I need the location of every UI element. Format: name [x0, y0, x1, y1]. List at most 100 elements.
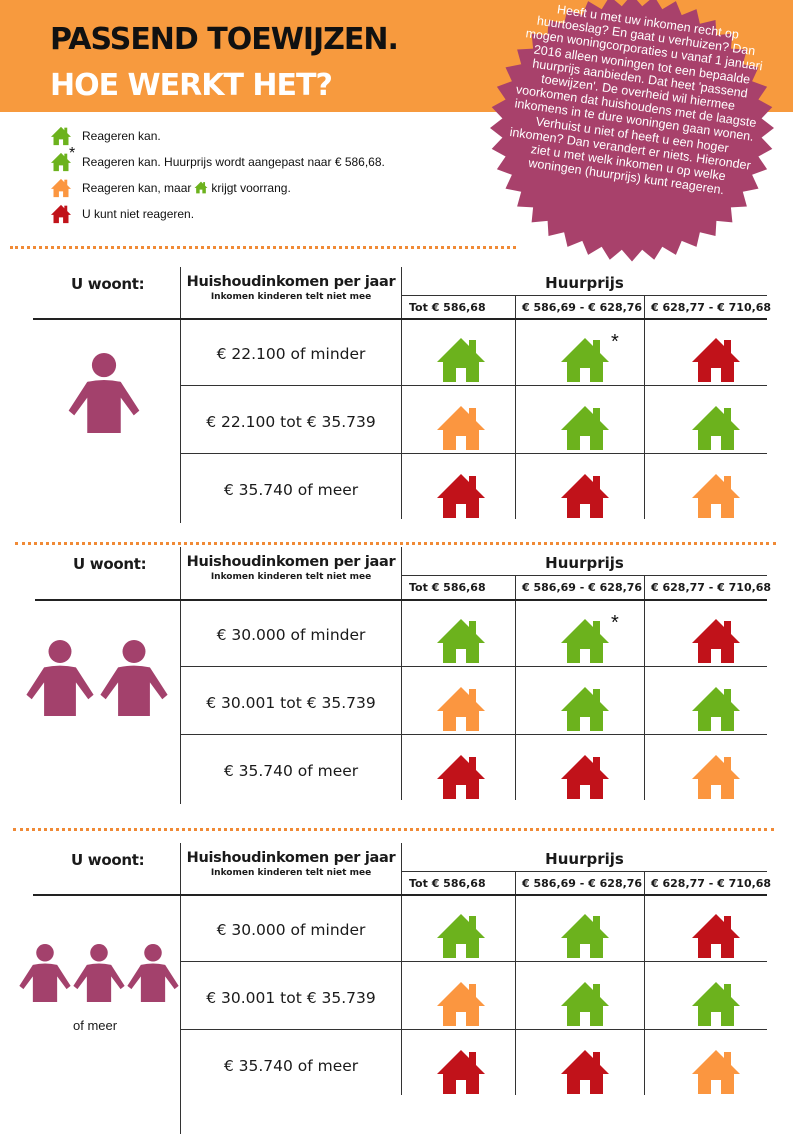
green-house-icon [559, 980, 611, 1028]
table-vertical-line [515, 295, 516, 519]
person-icon [18, 944, 72, 1007]
legend-label: U kunt niet reageren. [82, 207, 195, 221]
income-header-note: Inkomen kinderen telt niet mee [210, 572, 372, 582]
green-house-icon [435, 336, 487, 384]
orange-house-icon [690, 1048, 742, 1096]
table-vertical-line [644, 295, 645, 519]
green-house-icon [435, 912, 487, 960]
legend-item: * Reageren kan. Huurprijs wordt aangepas… [50, 145, 385, 172]
intro-text: Heeft u met uw inkomen recht op huurtoes… [508, 2, 764, 198]
dotted-divider [15, 542, 776, 545]
red-house-icon [435, 1048, 487, 1096]
income-range: € 35.740 of meer [223, 762, 359, 780]
orange-house-icon [435, 404, 487, 452]
u-woont-header: U woont: [71, 851, 145, 869]
row-divider [180, 1029, 767, 1030]
rent-column-header: € 628,77 - € 710,68 [651, 581, 772, 594]
person-icon [72, 944, 126, 1007]
red-house-icon [50, 204, 72, 224]
red-house-icon [559, 753, 611, 801]
red-house-icon [435, 472, 487, 520]
income-range: € 35.740 of meer [223, 481, 359, 499]
page-title: PASSEND TOEWIJZEN. [50, 22, 399, 57]
rent-header: Huurprijs [545, 274, 624, 292]
table-vertical-line [180, 547, 181, 804]
table-vertical-line [180, 267, 181, 523]
star-mark: * [611, 612, 619, 634]
table-vertical-line [180, 843, 181, 1134]
header-bottom-line [35, 599, 767, 601]
rent-column-header: Tot € 586,68 [409, 301, 486, 314]
green-house-icon [50, 126, 72, 146]
orange-house-icon [690, 472, 742, 520]
income-header-title: Huishoudinkomen per jaar [186, 274, 396, 290]
orange-house-icon [435, 685, 487, 733]
legend-label: Reageren kan, maar krijgt voorrang. [82, 181, 291, 195]
income-range: € 30.001 tot € 35.739 [206, 989, 376, 1007]
rent-column-header: Tot € 586,68 [409, 877, 486, 890]
rent-column-header: Tot € 586,68 [409, 581, 486, 594]
income-header-note: Inkomen kinderen telt niet mee [210, 292, 372, 302]
orange-house-icon [50, 178, 72, 198]
rent-header: Huurprijs [545, 554, 624, 572]
legend-label: Reageren kan. Huurprijs wordt aangepast … [82, 155, 385, 169]
red-house-icon [690, 617, 742, 665]
green-house-icon [690, 685, 742, 733]
u-woont-header: U woont: [71, 275, 145, 293]
rent-header: Huurprijs [545, 850, 624, 868]
person-icon [66, 353, 142, 438]
green-house-star-icon [559, 336, 611, 384]
green-house-icon [690, 404, 742, 452]
legend-item: U kunt niet reageren. [50, 204, 194, 224]
income-header-title: Huishoudinkomen per jaar [186, 554, 396, 570]
table-vertical-line [401, 267, 402, 519]
red-house-icon [559, 472, 611, 520]
star-mark: * [611, 331, 619, 353]
table-vertical-line [644, 575, 645, 800]
income-header: Huishoudinkomen per jaar Inkomen kinderen… [182, 274, 400, 302]
legend-label: Reageren kan. [82, 129, 161, 143]
rent-column-header: € 586,69 - € 628,76 [522, 581, 643, 594]
star-mark: * [69, 145, 76, 162]
orange-house-icon [690, 753, 742, 801]
green-house-star-icon [559, 617, 611, 665]
person-icon [126, 944, 180, 1007]
row-divider [180, 734, 767, 735]
income-header: Huishoudinkomen per jaar Inkomen kinderen… [182, 850, 400, 878]
rent-subheader-line [401, 575, 767, 576]
legend-item: Reageren kan. [50, 126, 161, 146]
red-house-icon [690, 336, 742, 384]
green-house-star-icon: * [50, 145, 75, 172]
green-house-icon [435, 617, 487, 665]
red-house-icon [690, 912, 742, 960]
red-house-icon [559, 1048, 611, 1096]
dotted-divider [13, 828, 774, 831]
u-woont-header: U woont: [73, 555, 147, 573]
income-range: € 35.740 of meer [223, 1057, 359, 1075]
rent-column-header: € 628,77 - € 710,68 [651, 877, 772, 890]
header-bottom-line [33, 894, 767, 896]
green-house-icon [194, 181, 208, 194]
legend-item: Reageren kan, maar krijgt voorrang. [50, 178, 291, 198]
rent-subheader-line [401, 871, 767, 872]
income-header-note: Inkomen kinderen telt niet mee [210, 868, 372, 878]
dotted-divider [10, 246, 516, 249]
table-vertical-line [401, 547, 402, 800]
rent-column-header: € 628,77 - € 710,68 [651, 301, 772, 314]
income-range: € 22.100 tot € 35.739 [206, 413, 376, 431]
income-header-title: Huishoudinkomen per jaar [186, 850, 396, 866]
red-house-icon [435, 753, 487, 801]
person-icon [24, 640, 96, 721]
income-range: € 30.000 of minder [216, 626, 366, 644]
rent-column-header: € 586,69 - € 628,76 [522, 301, 643, 314]
row-divider [180, 666, 767, 667]
header-bottom-line [33, 318, 767, 320]
green-house-icon [559, 912, 611, 960]
income-range: € 30.001 tot € 35.739 [206, 694, 376, 712]
row-divider [180, 385, 767, 386]
household-label: of meer [73, 1018, 118, 1033]
income-range: € 22.100 of minder [216, 345, 366, 363]
table-vertical-line [401, 843, 402, 1095]
person-icon [98, 640, 170, 721]
green-house-icon [559, 404, 611, 452]
